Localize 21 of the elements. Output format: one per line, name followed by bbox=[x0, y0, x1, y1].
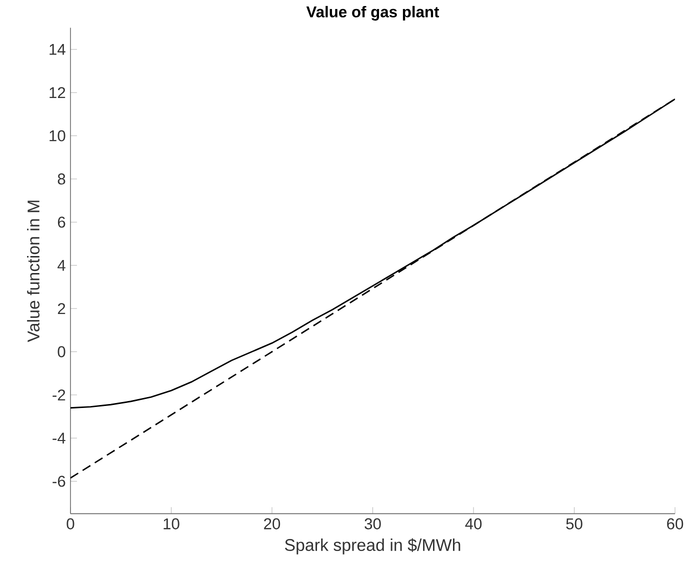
x-tick-label: 50 bbox=[566, 518, 582, 530]
y-tick-label: 2 bbox=[58, 303, 66, 314]
y-tick-label: -4 bbox=[52, 432, 66, 444]
x-axis-title: Spark spread in $/MWh bbox=[284, 538, 460, 554]
y-tick-label: 6 bbox=[58, 216, 66, 228]
x-tick-label: 30 bbox=[364, 518, 381, 530]
chart-title: Value of gas plant bbox=[306, 6, 440, 21]
x-tick-label: 60 bbox=[667, 518, 684, 530]
x-tick-label: 0 bbox=[66, 518, 74, 530]
y-tick-label: 8 bbox=[58, 173, 66, 184]
y-tick-label: -6 bbox=[52, 476, 66, 487]
y-tick-label: 10 bbox=[50, 130, 66, 142]
y-tick-label: 12 bbox=[50, 87, 66, 98]
x-tick-label: 20 bbox=[264, 518, 280, 530]
x-tick-label: 10 bbox=[164, 518, 180, 530]
y-tick-label: -2 bbox=[52, 389, 66, 400]
y-tick-label: 4 bbox=[58, 260, 66, 271]
y-axis-title: Value function in M bbox=[27, 200, 40, 342]
y-tick-label: 0 bbox=[58, 346, 66, 358]
y-tick-label: 14 bbox=[50, 44, 66, 55]
x-tick-label: 40 bbox=[465, 518, 482, 530]
